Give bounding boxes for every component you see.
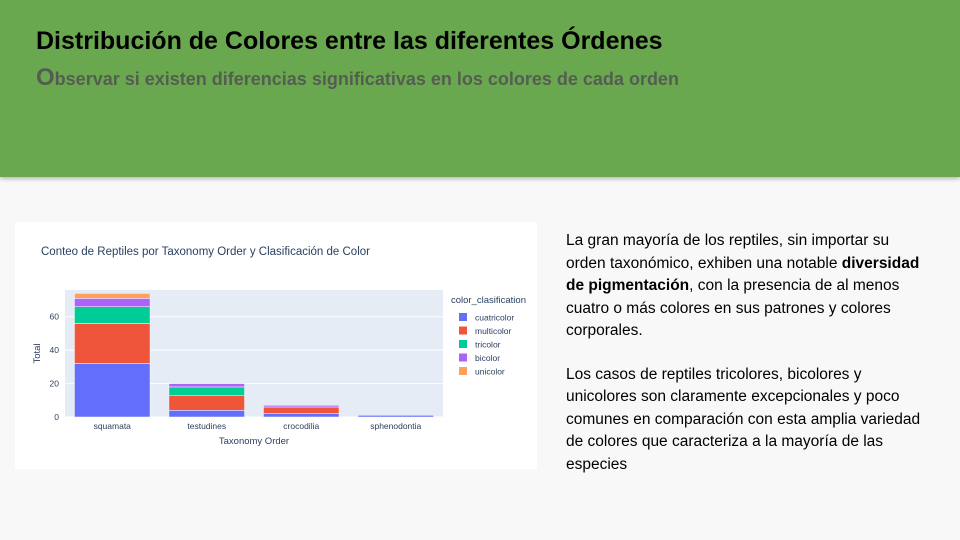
legend-label-unicolor: unicolor — [475, 367, 505, 377]
page-subtitle: Observar si existen diferencias signific… — [36, 64, 679, 92]
header-banner: Distribución de Colores entre las difere… — [0, 0, 960, 177]
y-tick-label: 0 — [54, 412, 59, 422]
bar-multicolor-squamata — [74, 323, 151, 364]
bar-tricolor-testudines — [168, 386, 245, 396]
bar-multicolor-testudines — [168, 395, 245, 411]
chart-title: Conteo de Reptiles por Taxonomy Order y … — [41, 246, 370, 258]
legend-label-cuatricolor: cuatricolor — [475, 313, 514, 323]
x-tick-label: testudines — [187, 421, 226, 431]
paragraph-1-highlight: diversidad de pigmentación — [566, 254, 920, 295]
legend-title: color_clasification — [451, 295, 526, 306]
legend-swatch-unicolor — [459, 367, 467, 375]
legend-label-bicolor: bicolor — [475, 353, 500, 363]
stacked-bar-chart: Conteo de Reptiles por Taxonomy Order y … — [32, 246, 526, 447]
subtitle-initial: O — [36, 64, 55, 91]
paragraph-2: Los casos de reptiles tricolores, bicolo… — [566, 365, 921, 473]
legend-label-multicolor: multicolor — [475, 326, 512, 336]
x-axis-label: Taxonomy Order — [219, 436, 289, 447]
x-tick-label: sphenodontia — [370, 421, 421, 431]
paragraph-1: La gran mayoría de los reptiles, sin imp… — [566, 230, 926, 343]
bar-cuatricolor-sphenodontia — [357, 415, 434, 418]
bar-cuatricolor-testudines — [168, 410, 245, 418]
page-title: Distribución de Colores entre las difere… — [36, 27, 663, 55]
y-tick-label: 20 — [50, 379, 60, 389]
legend-label-tricolor: tricolor — [475, 340, 501, 350]
bar-cuatricolor-squamata — [74, 363, 151, 418]
y-axis-label: Total — [32, 343, 43, 363]
x-tick-label: squamata — [94, 421, 132, 431]
bar-unicolor-squamata — [74, 293, 151, 299]
bar-bicolor-testudines — [168, 383, 245, 388]
subtitle-rest: bservar si existen diferencias significa… — [54, 69, 679, 89]
legend-swatch-cuatricolor — [459, 313, 467, 321]
y-tick-label: 40 — [50, 345, 60, 355]
description-text: La gran mayoría de los reptiles, sin imp… — [566, 230, 926, 497]
paragraph-1-end: , con la presencia de al menos cuatro o … — [566, 277, 900, 339]
legend-swatch-multicolor — [459, 326, 467, 335]
bar-bicolor-squamata — [74, 298, 151, 307]
chart-card: Conteo de Reptiles por Taxonomy Order y … — [15, 222, 537, 469]
bar-multicolor-crocodilia — [263, 406, 340, 414]
bar-bicolor-crocodilia — [263, 405, 340, 408]
bar-cuatricolor-crocodilia — [263, 413, 340, 418]
legend-swatch-bicolor — [459, 353, 467, 362]
y-tick-label: 60 — [50, 312, 60, 322]
bar-tricolor-squamata — [74, 306, 151, 324]
x-tick-label: crocodilia — [283, 421, 319, 431]
legend-swatch-tricolor — [459, 340, 467, 348]
paragraph-1-start: La gran mayoría de los reptiles, sin imp… — [566, 232, 890, 272]
